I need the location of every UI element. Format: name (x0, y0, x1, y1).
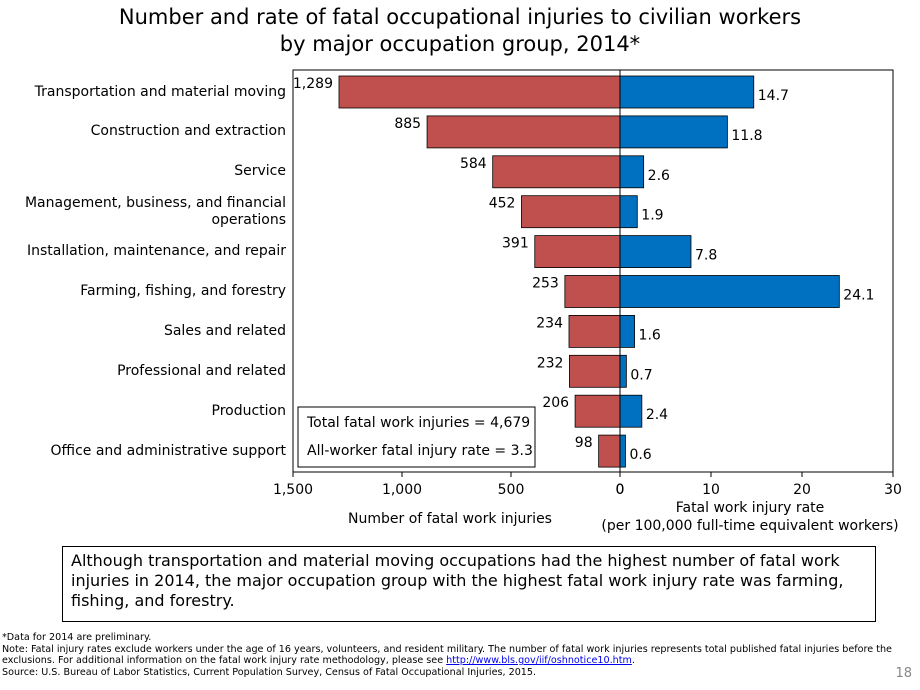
value-label: 98 (575, 435, 593, 451)
value-label: 0.7 (630, 367, 652, 383)
bar (569, 354, 621, 388)
value-label: 1,289 (293, 76, 333, 92)
bar (598, 434, 621, 468)
value-label: 391 (502, 236, 529, 252)
category-label: Management, business, and financial oper… (24, 194, 286, 228)
value-label: 1.6 (639, 327, 661, 343)
bar (619, 434, 626, 468)
bar (568, 314, 621, 348)
value-label: 206 (542, 395, 569, 411)
bar (619, 354, 627, 388)
note-end: . (631, 655, 635, 666)
annotation: Total fatal work injuries = 4,679 (306, 415, 530, 431)
x-tick-label: 10 (702, 482, 720, 498)
x-tick-label: 0 (616, 482, 625, 498)
bar (619, 75, 755, 109)
value-label: 14.7 (758, 88, 789, 104)
bar (564, 275, 621, 308)
note-text: Note: Fatal injury rates exclude workers… (2, 643, 892, 667)
value-label: 11.8 (731, 128, 762, 144)
link[interactable]: http://www.bls.gov/iif/oshnotice10.htm (446, 655, 632, 666)
value-label: 253 (532, 276, 559, 292)
x-axis-label: Fatal work injury rate (676, 500, 825, 516)
category-label: Production (211, 402, 286, 419)
value-label: 1.9 (641, 208, 663, 224)
category-label: Service (234, 163, 286, 180)
bar (619, 235, 692, 269)
category-label: Sales and related (163, 322, 286, 339)
bar (492, 155, 621, 189)
annotation: All-worker fatal injury rate = 3.3 (307, 443, 533, 459)
bar (619, 394, 643, 428)
value-label: 234 (536, 315, 563, 331)
footnote: Note: Fatal injury rates exclude workers… (2, 644, 892, 667)
category-label: Office and administrative support (50, 442, 286, 459)
chart-title: Number and rate of fatal occupational in… (119, 5, 801, 29)
bar (619, 195, 638, 229)
value-label: 885 (394, 116, 421, 132)
annotation-box (297, 406, 536, 468)
category-label: Construction and extraction (90, 123, 286, 140)
page-number: 18 (895, 666, 912, 681)
x-tick-label: 500 (498, 482, 525, 498)
footnote: *Data for 2014 are preliminary. (2, 632, 152, 643)
bar (619, 115, 728, 149)
plot-frame (292, 69, 894, 473)
bar (619, 314, 635, 348)
bar (521, 195, 621, 229)
footnotes: *Data for 2014 are preliminary. Note: Fa… (2, 632, 892, 678)
bar (338, 75, 621, 109)
chart-title: by major occupation group, 2014* (280, 32, 640, 56)
footnote: Source: U.S. Bureau of Labor Statistics,… (2, 666, 537, 678)
value-label: 24.1 (843, 288, 874, 304)
x-tick-label: 1,000 (382, 482, 422, 498)
bar (534, 235, 621, 269)
category-label: Professional and related (117, 362, 286, 379)
value-label: 584 (460, 156, 487, 172)
category-label: Transportation and material moving (34, 83, 286, 100)
bar (619, 155, 645, 189)
x-tick-label: 1,500 (273, 482, 313, 498)
x-axis-label: (per 100,000 full-time equivalent worker… (601, 518, 898, 534)
bar (619, 275, 840, 308)
category-label: Installation, maintenance, and repair (26, 243, 286, 260)
x-tick-label: 30 (884, 482, 902, 498)
category-label: Farming, fishing, and forestry (80, 283, 286, 299)
x-tick-label: 20 (793, 482, 811, 498)
bar (426, 115, 621, 149)
x-axis-label: Number of fatal work injuries (348, 511, 552, 527)
value-label: 452 (489, 196, 516, 212)
value-label: 2.4 (646, 407, 668, 423)
value-label: 2.6 (648, 168, 670, 184)
value-label: 232 (537, 355, 564, 371)
x-tick-label: 0 (616, 482, 625, 498)
callout: Although transportation and material mov… (62, 546, 876, 622)
value-label: 0.6 (629, 447, 651, 463)
value-label: 7.8 (695, 248, 717, 264)
bar (574, 394, 621, 428)
